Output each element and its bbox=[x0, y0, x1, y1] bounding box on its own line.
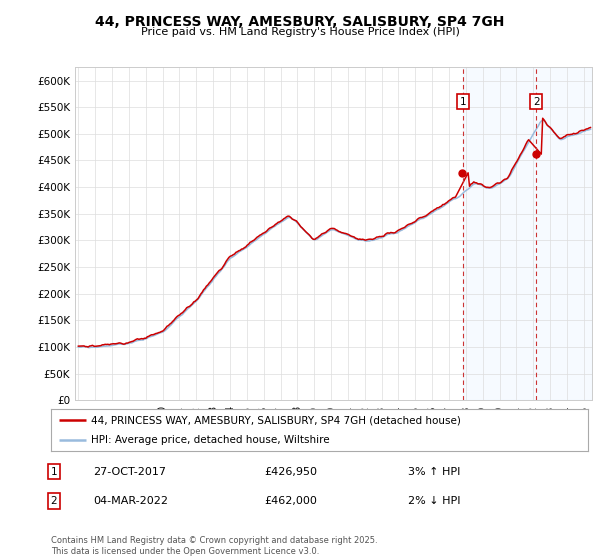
Text: 27-OCT-2017: 27-OCT-2017 bbox=[93, 466, 166, 477]
Text: Price paid vs. HM Land Registry's House Price Index (HPI): Price paid vs. HM Land Registry's House … bbox=[140, 27, 460, 37]
Text: 3% ↑ HPI: 3% ↑ HPI bbox=[408, 466, 460, 477]
Text: £426,950: £426,950 bbox=[264, 466, 317, 477]
Text: Contains HM Land Registry data © Crown copyright and database right 2025.
This d: Contains HM Land Registry data © Crown c… bbox=[51, 536, 377, 556]
Bar bbox=[463, 67, 592, 400]
Text: HPI: Average price, detached house, Wiltshire: HPI: Average price, detached house, Wilt… bbox=[91, 435, 330, 445]
Text: 2: 2 bbox=[533, 97, 539, 107]
Text: 44, PRINCESS WAY, AMESBURY, SALISBURY, SP4 7GH (detached house): 44, PRINCESS WAY, AMESBURY, SALISBURY, S… bbox=[91, 415, 461, 425]
Text: 04-MAR-2022: 04-MAR-2022 bbox=[93, 496, 168, 506]
Text: 2: 2 bbox=[50, 496, 58, 506]
Text: 1: 1 bbox=[50, 466, 58, 477]
Text: 1: 1 bbox=[460, 97, 466, 107]
Text: 2% ↓ HPI: 2% ↓ HPI bbox=[408, 496, 461, 506]
Text: £462,000: £462,000 bbox=[264, 496, 317, 506]
Text: 44, PRINCESS WAY, AMESBURY, SALISBURY, SP4 7GH: 44, PRINCESS WAY, AMESBURY, SALISBURY, S… bbox=[95, 15, 505, 29]
